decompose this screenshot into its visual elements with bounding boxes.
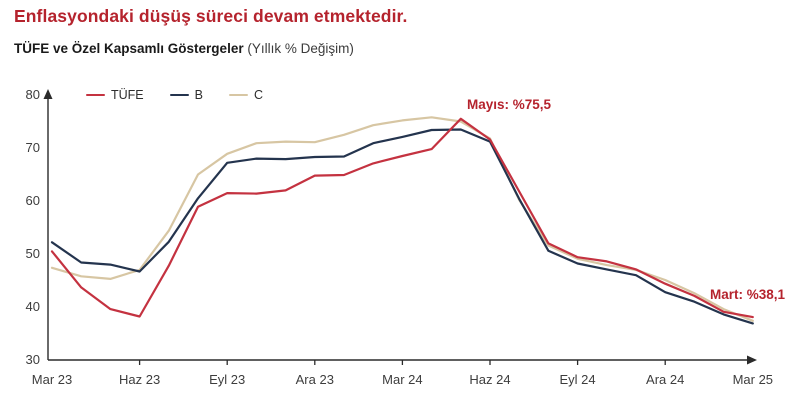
page-title: Enflasyondaki düşüş süreci devam etmekte… [14, 6, 408, 26]
x-axis-label: Eyl 24 [559, 372, 596, 387]
legend-item-b: B [169, 88, 203, 102]
x-axis-label: Ara 24 [646, 372, 685, 387]
x-axis-label: Haz 23 [118, 372, 161, 387]
y-axis-label: 60 [25, 193, 40, 208]
y-axis-label: 30 [25, 352, 40, 367]
y-axis-label: 50 [25, 246, 40, 261]
peak-annotation: Mayıs: %75,5 [467, 97, 552, 112]
subtitle-unit-text: (Yıllık % Değişim) [243, 41, 354, 56]
legend-label: B [194, 88, 203, 102]
y-axis-label: 80 [25, 87, 40, 102]
y-axis-arrow-icon [43, 89, 53, 99]
legend-item-tüfe: TÜFE [86, 88, 144, 102]
x-axis-label: Eyl 23 [209, 372, 246, 387]
x-axis-arrow-icon [747, 355, 757, 365]
series-line-b [50, 128, 754, 325]
series-line-tüfe [50, 117, 754, 319]
legend-swatch-icon [86, 93, 105, 97]
legend-swatch-icon [228, 93, 248, 97]
y-axis-label: 40 [25, 299, 40, 314]
legend-swatch-icon [169, 93, 189, 97]
chart-subtitle: TÜFE ve Özel Kapsamlı Göstergeler (Yıllı… [14, 41, 354, 56]
x-axis-label: Mar 25 [732, 372, 774, 387]
last-annotation: Mart: %38,1 [710, 287, 786, 302]
x-axis-label: Ara 23 [295, 372, 334, 387]
legend-label: TÜFE [111, 88, 144, 102]
x-axis-label: Haz 24 [469, 372, 511, 387]
y-axis-label: 70 [25, 140, 40, 155]
legend-label: C [253, 88, 264, 102]
chart-legend: TÜFE B C [86, 88, 263, 102]
legend-item-c: C [228, 88, 264, 102]
x-axis-label: Mar 23 [31, 372, 73, 387]
x-axis-label: Mar 24 [382, 372, 423, 387]
subtitle-main-text: TÜFE ve Özel Kapsamlı Göstergeler [14, 41, 244, 56]
series-line-c [50, 116, 754, 322]
